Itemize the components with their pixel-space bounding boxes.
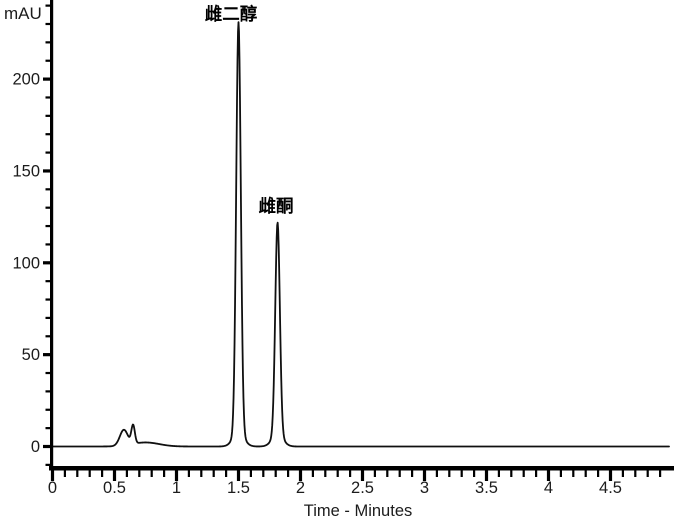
x-axis-title: Time - Minutes xyxy=(304,502,413,520)
svg-text:0.5: 0.5 xyxy=(103,479,126,497)
svg-text:50: 50 xyxy=(22,346,40,364)
y-axis-major-ticks xyxy=(43,77,51,449)
svg-text:4: 4 xyxy=(544,479,553,497)
y-axis-line xyxy=(50,0,54,470)
y-axis-tick-labels: 0 50 100 150 200 xyxy=(12,71,40,456)
svg-text:2.5: 2.5 xyxy=(351,479,374,497)
signal-trace xyxy=(51,21,670,448)
svg-text:150: 150 xyxy=(12,162,40,180)
svg-text:2: 2 xyxy=(296,479,305,497)
svg-text:0: 0 xyxy=(31,438,40,456)
svg-text:100: 100 xyxy=(12,254,40,272)
svg-text:1: 1 xyxy=(172,479,181,497)
x-axis-line xyxy=(49,466,674,471)
peak-label-estradiol: 雌二醇 xyxy=(205,4,258,24)
x-axis-tick-labels: 0 0.5 1 1.5 2 2.5 3 3.5 4 4.5 xyxy=(48,479,622,497)
svg-text:1.5: 1.5 xyxy=(227,479,250,497)
x-axis-major-ticks xyxy=(50,466,613,481)
svg-text:3: 3 xyxy=(420,479,429,497)
svg-text:4.5: 4.5 xyxy=(599,479,622,497)
svg-text:3.5: 3.5 xyxy=(475,479,498,497)
x-axis-minor-ticks xyxy=(63,466,662,477)
svg-text:200: 200 xyxy=(12,71,40,89)
y-axis-minor-ticks xyxy=(45,4,51,466)
peak-label-estrone: 雌酮 xyxy=(259,196,294,216)
y-axis-unit-label: mAU xyxy=(4,4,42,23)
svg-text:0: 0 xyxy=(48,479,57,497)
